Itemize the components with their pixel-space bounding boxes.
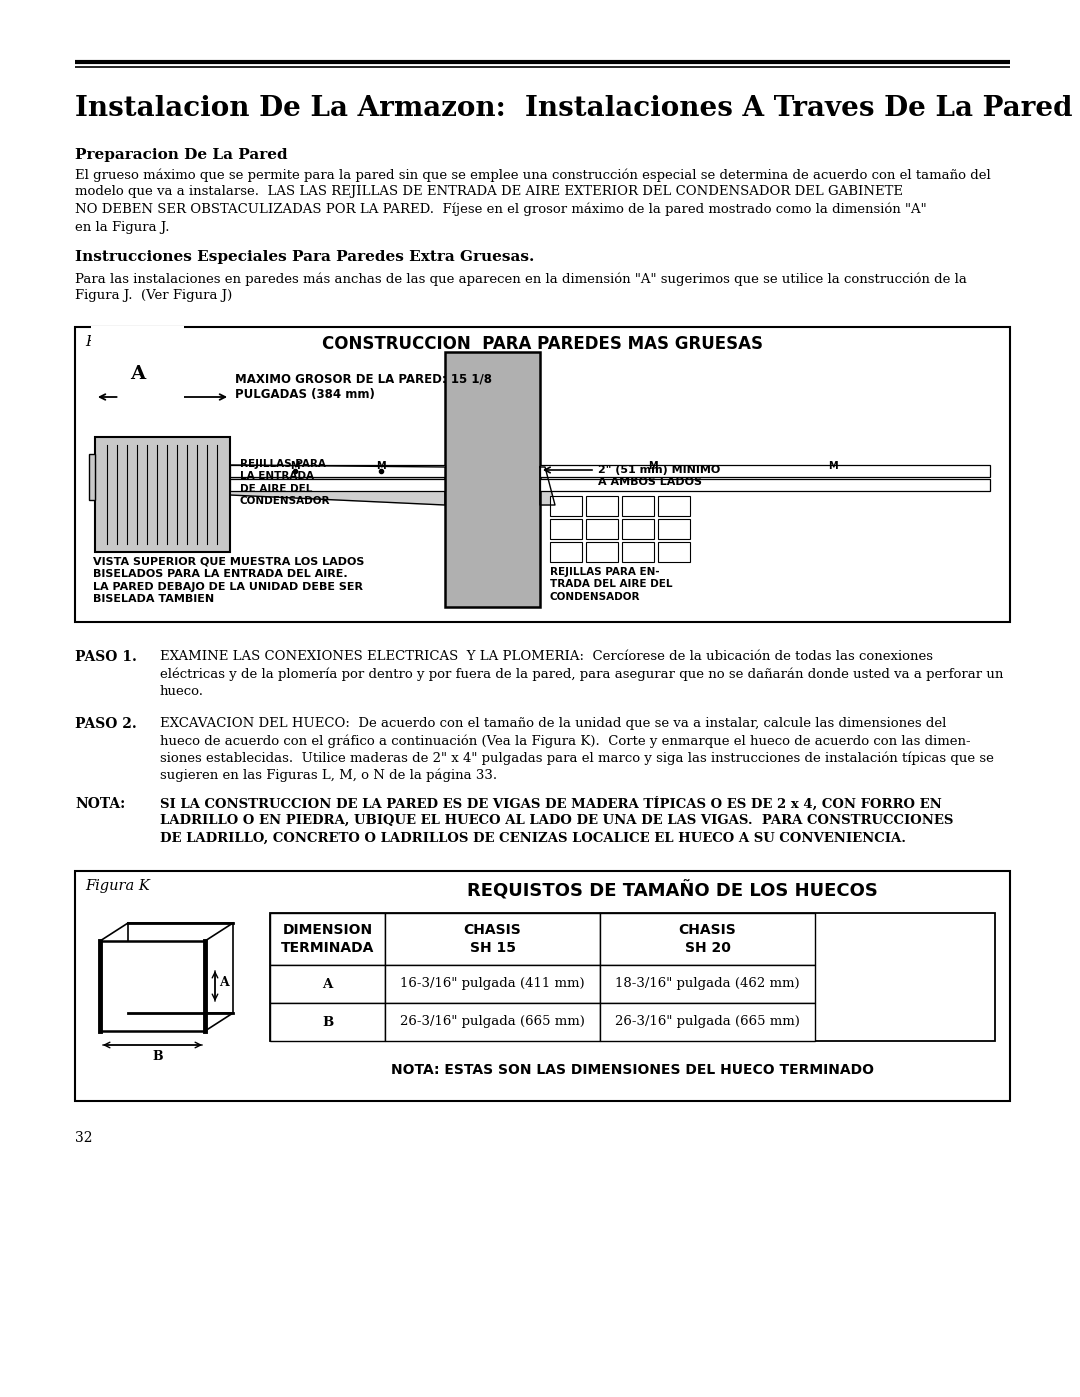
Text: EXCAVACION DEL HUECO:  De acuerdo con el tamaño de la unidad que se va a instala: EXCAVACION DEL HUECO: De acuerdo con el …	[160, 717, 946, 729]
Text: hueco de acuerdo con el gráfico a continuación (Vea la Figura K).  Corte y enmar: hueco de acuerdo con el gráfico a contin…	[160, 733, 971, 747]
Bar	[270, 914, 995, 1041]
Text: Instalacion De La Armazon:  Instalaciones A Traves De La Pared: Instalacion De La Armazon: Instalaciones…	[75, 95, 1072, 122]
Text: 16-3/16" pulgada (411 mm): 16-3/16" pulgada (411 mm)	[401, 978, 584, 990]
Text: DE LADRILLO, CONCRETO O LADRILLOS DE CENIZAS LOCALICE EL HUECO A SU CONVENIENCIA: DE LADRILLO, CONCRETO O LADRILLOS DE CEN…	[160, 831, 906, 845]
Text: MAXIMO GROSOR DE LA PARED: 15 1/8
PULGADAS (384 mm): MAXIMO GROSOR DE LA PARED: 15 1/8 PULGAD…	[235, 372, 492, 401]
Bar	[75, 870, 1010, 1101]
Text: NO DEBEN SER OBSTACULIZADAS POR LA PARED.  Fíjese en el grosor máximo de la pare: NO DEBEN SER OBSTACULIZADAS POR LA PARED…	[75, 203, 927, 217]
Bar	[270, 965, 384, 1003]
Text: hueco.: hueco.	[160, 685, 204, 698]
Text: B: B	[322, 1016, 333, 1028]
Text: sugieren en las Figuras L, M, o N de la página 33.: sugieren en las Figuras L, M, o N de la …	[160, 768, 497, 782]
Text: M: M	[289, 461, 299, 471]
Bar	[100, 942, 205, 1031]
Bar	[89, 454, 95, 500]
Text: B: B	[152, 1051, 163, 1063]
Bar	[270, 1003, 384, 1041]
Bar	[445, 352, 540, 608]
Text: 26-3/16" pulgada (665 mm): 26-3/16" pulgada (665 mm)	[400, 1016, 585, 1028]
Text: Para las instalaciones en paredes más anchas de las que aparecen en la dimensión: Para las instalaciones en paredes más an…	[75, 272, 967, 285]
Text: REQUISTOS DE TAMAÑO DE LOS HUECOS: REQUISTOS DE TAMAÑO DE LOS HUECOS	[468, 882, 878, 901]
Text: EXAMINE LAS CONEXIONES ELECTRICAS  Y LA PLOMERIA:  Cercíorese de la ubicación de: EXAMINE LAS CONEXIONES ELECTRICAS Y LA P…	[160, 650, 933, 664]
Text: NOTA:: NOTA:	[75, 796, 125, 810]
Text: VISTA SUPERIOR QUE MUESTRA LOS LADOS
BISELADOS PARA LA ENTRADA DEL AIRE.
LA PARE: VISTA SUPERIOR QUE MUESTRA LOS LADOS BIS…	[93, 557, 364, 604]
Text: en la Figura J.: en la Figura J.	[75, 221, 170, 233]
Text: A: A	[322, 978, 333, 990]
Text: 32: 32	[75, 1132, 93, 1146]
Text: REJILLAS PARA
LA ENTRADA
DE AIRE DEL
CONDENSADOR: REJILLAS PARA LA ENTRADA DE AIRE DEL CON…	[240, 460, 330, 506]
Text: M: M	[648, 461, 658, 471]
Polygon shape	[540, 467, 555, 504]
Bar	[550, 496, 582, 515]
Bar	[600, 1003, 815, 1041]
Text: modelo que va a instalarse.  LAS LAS REJILLAS DE ENTRADA DE AIRE EXTERIOR DEL CO: modelo que va a instalarse. LAS LAS REJI…	[75, 186, 903, 198]
Bar	[384, 965, 600, 1003]
Text: CHASIS
SH 15: CHASIS SH 15	[463, 923, 522, 956]
Bar	[384, 1003, 600, 1041]
Text: NOTA: ESTAS SON LAS DIMENSIONES DEL HUECO TERMINADO: NOTA: ESTAS SON LAS DIMENSIONES DEL HUEC…	[391, 1063, 874, 1077]
Text: A: A	[130, 365, 145, 383]
Text: siones establecidas.  Utilice maderas de 2" x 4" pulgadas para el marco y siga l: siones establecidas. Utilice maderas de …	[160, 752, 994, 766]
Bar	[230, 479, 445, 490]
Text: REJILLAS PARA EN-
TRADA DEL AIRE DEL
CONDENSADOR: REJILLAS PARA EN- TRADA DEL AIRE DEL CON…	[550, 567, 673, 602]
Text: 18-3/16" pulgada (462 mm): 18-3/16" pulgada (462 mm)	[616, 978, 800, 990]
Bar	[230, 465, 445, 476]
Text: PASO 2.: PASO 2.	[75, 717, 137, 731]
Text: M: M	[827, 461, 837, 471]
Text: Figura J: Figura J	[85, 335, 145, 349]
Text: A: A	[219, 975, 229, 989]
Bar	[270, 914, 384, 965]
Text: CONSTRUCCION  PARA PAREDES MAS GRUESAS: CONSTRUCCION PARA PAREDES MAS GRUESAS	[322, 335, 762, 353]
Bar	[586, 520, 618, 539]
Text: Figura K: Figura K	[85, 879, 150, 893]
Text: 26-3/16" pulgada (665 mm): 26-3/16" pulgada (665 mm)	[616, 1016, 800, 1028]
Text: CHASIS
SH 20: CHASIS SH 20	[678, 923, 737, 956]
Bar	[622, 496, 654, 515]
Bar	[384, 914, 600, 965]
Text: DIMENSION
TERMINADA: DIMENSION TERMINADA	[281, 923, 374, 956]
Text: Preparacion De La Pared: Preparacion De La Pared	[75, 148, 287, 162]
Text: Instrucciones Especiales Para Paredes Extra Gruesas.: Instrucciones Especiales Para Paredes Ex…	[75, 250, 535, 264]
Text: eléctricas y de la plomería por dentro y por fuera de la pared, para asegurar qu: eléctricas y de la plomería por dentro y…	[160, 668, 1003, 680]
Bar	[622, 542, 654, 562]
Polygon shape	[230, 465, 445, 504]
Bar	[550, 542, 582, 562]
Bar	[75, 327, 1010, 622]
Bar	[658, 520, 690, 539]
Text: Figura J.  (Ver Figura J): Figura J. (Ver Figura J)	[75, 289, 232, 303]
Text: LADRILLO O EN PIEDRA, UBIQUE EL HUECO AL LADO DE UNA DE LAS VIGAS.  PARA CONSTRU: LADRILLO O EN PIEDRA, UBIQUE EL HUECO AL…	[160, 814, 954, 827]
Text: SI LA CONSTRUCCION DE LA PARED ES DE VIGAS DE MADERA TÍPICAS O ES DE 2 x 4, CON : SI LA CONSTRUCCION DE LA PARED ES DE VIG…	[160, 796, 942, 810]
Bar	[600, 914, 815, 965]
Bar	[95, 437, 230, 552]
Text: M: M	[376, 461, 386, 471]
Bar	[129, 923, 233, 1013]
Bar	[658, 542, 690, 562]
Bar	[540, 479, 990, 490]
Bar	[550, 520, 582, 539]
Text: PASO 1.: PASO 1.	[75, 650, 137, 664]
Bar	[658, 496, 690, 515]
Bar	[622, 520, 654, 539]
Text: El grueso máximo que se permite para la pared sin que se emplee una construcción: El grueso máximo que se permite para la …	[75, 168, 990, 182]
Bar	[540, 465, 990, 476]
Bar	[586, 496, 618, 515]
Text: 2" (51 mm) MINIMO
A AMBOS LADOS: 2" (51 mm) MINIMO A AMBOS LADOS	[598, 465, 720, 488]
Bar	[600, 965, 815, 1003]
Bar	[586, 542, 618, 562]
